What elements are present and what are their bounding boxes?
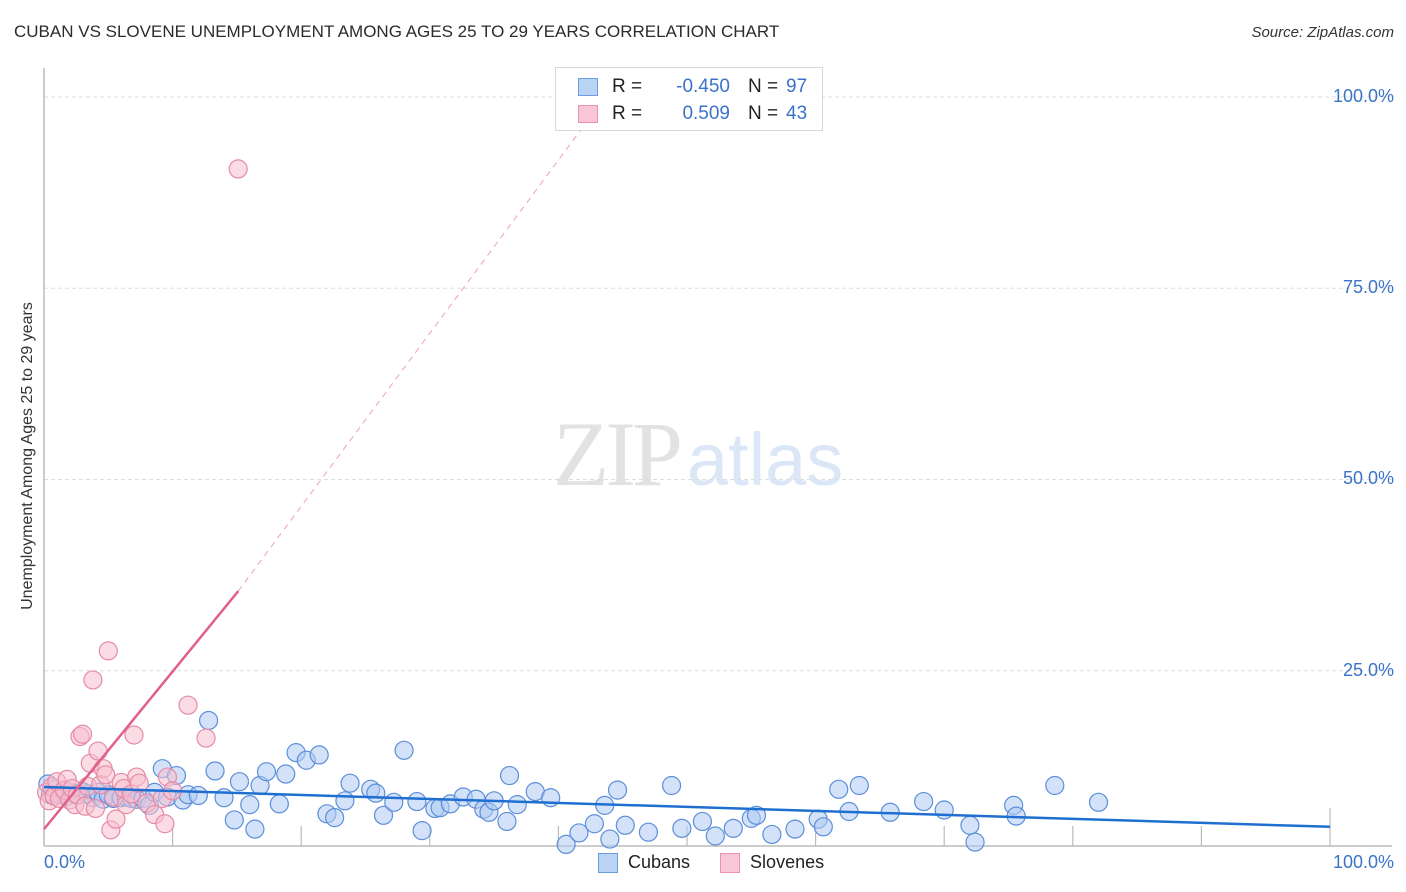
y-tick-75: 75.0% bbox=[1342, 277, 1394, 297]
legend-label-cubans: Cubans bbox=[628, 852, 691, 872]
slovenes-swatch bbox=[720, 852, 741, 873]
correlation-legend: R = -0.450 N = 97 R = 0.509 N = 43 bbox=[555, 67, 823, 131]
source-label: Source: ZipAtlas.com bbox=[1251, 24, 1394, 41]
r-value-cubans: -0.450 bbox=[676, 76, 730, 97]
cubans-points bbox=[38, 710, 1109, 855]
n-label: N = bbox=[748, 103, 779, 124]
n-value-cubans: 97 bbox=[786, 76, 808, 97]
series-legend: Cubans Slovenes bbox=[598, 852, 854, 873]
y-tick-100: 100.0% bbox=[1332, 86, 1394, 106]
axes bbox=[43, 68, 1392, 847]
y-tick-50: 50.0% bbox=[1342, 468, 1394, 488]
n-value-slovenes: 43 bbox=[786, 103, 808, 124]
cubans-swatch bbox=[578, 78, 598, 96]
y-tick-25: 25.0% bbox=[1342, 660, 1394, 680]
watermark-zip: ZIP bbox=[553, 403, 683, 505]
cubans-swatch bbox=[598, 852, 618, 873]
r-label: R = bbox=[612, 76, 643, 97]
watermark-atlas: atlas bbox=[687, 418, 844, 501]
legend-item-slovenes[interactable]: Slovenes bbox=[720, 852, 824, 873]
legend-row-cubans: R = -0.450 N = 97 bbox=[578, 74, 807, 100]
x-tick-0: 0.0% bbox=[44, 852, 86, 872]
slovenes-points bbox=[36, 159, 248, 840]
trend-lines bbox=[43, 76, 1331, 830]
slovenes-swatch bbox=[578, 105, 598, 123]
chart-title: CUBAN VS SLOVENE UNEMPLOYMENT AMONG AGES… bbox=[14, 22, 780, 41]
legend-item-cubans[interactable]: Cubans bbox=[598, 852, 690, 873]
n-label: N = bbox=[748, 76, 779, 97]
watermark: ZIP atlas bbox=[553, 408, 843, 500]
x-tick-100: 100.0% bbox=[1332, 852, 1394, 872]
legend-label-slovenes: Slovenes bbox=[750, 852, 825, 872]
r-value-slovenes: 0.509 bbox=[682, 103, 730, 124]
r-label: R = bbox=[612, 103, 643, 124]
legend-row-slovenes: R = 0.509 N = 43 bbox=[578, 101, 807, 127]
gridlines bbox=[44, 96, 1392, 672]
